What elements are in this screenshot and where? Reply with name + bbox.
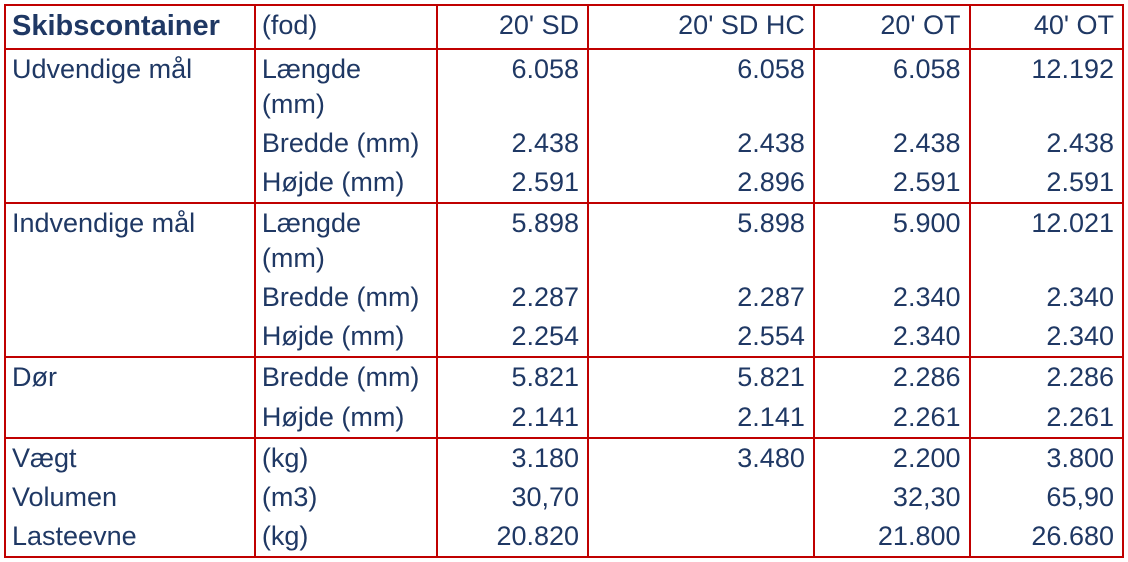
value-cell: 20.820: [437, 517, 588, 557]
sub-label-cell: (kg): [255, 438, 437, 478]
sub-label-cell: Højde (mm): [255, 398, 437, 438]
value-cell: 2.261: [814, 398, 970, 438]
value-cell: 2.287: [437, 278, 588, 317]
category-cell: [5, 124, 255, 163]
value-cell: 6.058: [588, 49, 814, 124]
value-cell: 21.800: [814, 517, 970, 557]
value-cell: 3.480: [588, 438, 814, 478]
value-cell: 2.340: [970, 278, 1124, 317]
category-cell: Dør: [5, 357, 255, 397]
category-cell: Udvendige mål: [5, 49, 255, 124]
col-header: 40' OT: [970, 5, 1124, 49]
table-row: Vægt(kg)3.1803.4802.2003.800: [5, 438, 1123, 478]
value-cell: 30,70: [437, 478, 588, 517]
value-cell: [588, 478, 814, 517]
sub-label-cell: Bredde (mm): [255, 124, 437, 163]
sub-label-cell: (kg): [255, 517, 437, 557]
value-cell: 5.821: [588, 357, 814, 397]
category-cell: Volumen: [5, 478, 255, 517]
value-cell: 5.900: [814, 203, 970, 278]
sub-label-cell: Bredde (mm): [255, 278, 437, 317]
category-cell: [5, 317, 255, 357]
table-row: Bredde (mm)2.2872.2872.3402.340: [5, 278, 1123, 317]
table-header-row: Skibscontainer (fod) 20' SD 20' SD HC 20…: [5, 5, 1123, 49]
value-cell: 5.898: [588, 203, 814, 278]
value-cell: 2.286: [814, 357, 970, 397]
table-row: Bredde (mm)2.4382.4382.4382.438: [5, 124, 1123, 163]
table-row: Indvendige målLængde (mm)5.8985.8985.900…: [5, 203, 1123, 278]
value-cell: 2.340: [970, 317, 1124, 357]
category-cell: [5, 163, 255, 203]
value-cell: 2.438: [814, 124, 970, 163]
table-row: Højde (mm)2.2542.5542.3402.340: [5, 317, 1123, 357]
value-cell: [588, 517, 814, 557]
sub-label-cell: Bredde (mm): [255, 357, 437, 397]
value-cell: 2.438: [437, 124, 588, 163]
container-spec-table: Skibscontainer (fod) 20' SD 20' SD HC 20…: [4, 4, 1124, 558]
category-cell: Indvendige mål: [5, 203, 255, 278]
value-cell: 3.800: [970, 438, 1124, 478]
table-row: Højde (mm)2.1412.1412.2612.261: [5, 398, 1123, 438]
value-cell: 5.821: [437, 357, 588, 397]
col-header: 20' SD HC: [588, 5, 814, 49]
value-cell: 3.180: [437, 438, 588, 478]
value-cell: 2.554: [588, 317, 814, 357]
table-row: Udvendige målLængde (mm)6.0586.0586.0581…: [5, 49, 1123, 124]
value-cell: 6.058: [437, 49, 588, 124]
value-cell: 2.591: [814, 163, 970, 203]
category-cell: Lasteevne: [5, 517, 255, 557]
value-cell: 2.286: [970, 357, 1124, 397]
sub-label-cell: Længde (mm): [255, 49, 437, 124]
value-cell: 2.141: [437, 398, 588, 438]
category-cell: [5, 398, 255, 438]
value-cell: 65,90: [970, 478, 1124, 517]
sub-label-cell: Højde (mm): [255, 163, 437, 203]
sub-label-cell: (m3): [255, 478, 437, 517]
value-cell: 32,30: [814, 478, 970, 517]
sub-label-cell: Højde (mm): [255, 317, 437, 357]
value-cell: 5.898: [437, 203, 588, 278]
value-cell: 2.591: [437, 163, 588, 203]
value-cell: 2.340: [814, 278, 970, 317]
table-row: Højde (mm)2.5912.8962.5912.591: [5, 163, 1123, 203]
value-cell: 2.896: [588, 163, 814, 203]
unit-header: (fod): [255, 5, 437, 49]
table-body: Udvendige målLængde (mm)6.0586.0586.0581…: [5, 49, 1123, 557]
category-cell: [5, 278, 255, 317]
value-cell: 2.200: [814, 438, 970, 478]
value-cell: 2.287: [588, 278, 814, 317]
sub-label-cell: Længde (mm): [255, 203, 437, 278]
table-row: Volumen(m3)30,70 32,3065,90: [5, 478, 1123, 517]
value-cell: 2.438: [970, 124, 1124, 163]
value-cell: 2.141: [588, 398, 814, 438]
value-cell: 12.192: [970, 49, 1124, 124]
table-title: Skibscontainer: [5, 5, 255, 49]
table-row: Lasteevne(kg)20.820 21.80026.680: [5, 517, 1123, 557]
value-cell: 2.254: [437, 317, 588, 357]
value-cell: 2.438: [588, 124, 814, 163]
value-cell: 2.591: [970, 163, 1124, 203]
value-cell: 12.021: [970, 203, 1124, 278]
value-cell: 6.058: [814, 49, 970, 124]
value-cell: 26.680: [970, 517, 1124, 557]
value-cell: 2.261: [970, 398, 1124, 438]
col-header: 20' SD: [437, 5, 588, 49]
col-header: 20' OT: [814, 5, 970, 49]
table-row: DørBredde (mm)5.8215.8212.2862.286: [5, 357, 1123, 397]
value-cell: 2.340: [814, 317, 970, 357]
category-cell: Vægt: [5, 438, 255, 478]
